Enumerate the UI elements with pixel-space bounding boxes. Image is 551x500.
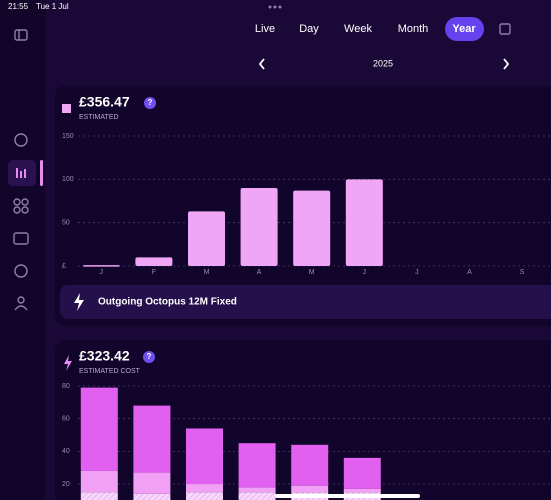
help-button[interactable] (143, 351, 155, 363)
bar-segment (133, 405, 171, 473)
tab[interactable]: Year (452, 23, 476, 35)
bar-segment (80, 387, 118, 471)
bar-segment (80, 492, 118, 500)
bar-segment (343, 488, 381, 493)
y-tick-label: 40 (62, 448, 70, 455)
cost-card (55, 340, 551, 500)
lightning-icon (74, 293, 84, 311)
tariff-row[interactable] (60, 285, 551, 319)
bar-segment (186, 428, 223, 485)
bar (135, 257, 173, 266)
x-tick-label: J (363, 269, 367, 276)
bar-segment (291, 444, 329, 486)
y-tick-label: 60 (62, 416, 70, 423)
status-time: 21:55 (8, 2, 29, 11)
bar-segment (133, 472, 171, 494)
top-dots (268, 5, 282, 9)
bar (82, 265, 120, 267)
bar-segment (133, 493, 171, 500)
tab[interactable]: Day (299, 23, 319, 35)
period: 2025 (373, 58, 393, 68)
x-tick-label: M (204, 269, 210, 276)
y-tick-label: £ (62, 263, 66, 270)
y-tick-label: 150 (62, 133, 74, 140)
bar-segment (238, 487, 276, 493)
export-icon (62, 104, 71, 113)
x-tick-label: A (257, 269, 262, 276)
bar-segment (291, 485, 329, 493)
bar (188, 211, 225, 266)
bar-segment (186, 492, 223, 500)
sidebar (0, 0, 45, 500)
help-icon: ? (148, 98, 153, 107)
y-tick-label: 20 (62, 481, 70, 488)
y-tick-label: 80 (62, 383, 70, 390)
help-icon: ? (147, 352, 152, 361)
bar (345, 179, 383, 266)
selected-tab-pill (445, 17, 484, 41)
bar (293, 190, 331, 266)
x-tick-label: M (309, 269, 315, 276)
bar-segment (186, 484, 223, 493)
prev-period[interactable] (258, 58, 265, 70)
sidebar-icons[interactable] (8, 29, 43, 311)
bar (240, 188, 278, 266)
bar-segment (80, 470, 118, 493)
help-button[interactable] (144, 97, 156, 109)
x-tick-label: A (467, 269, 472, 276)
calendar-button[interactable] (499, 23, 511, 35)
bar-segment (238, 443, 276, 488)
bar-segment (343, 457, 381, 489)
status-date: Tue 1 Jul (36, 2, 69, 11)
y-tick-label: 50 (62, 220, 70, 227)
tab[interactable]: Live (255, 23, 275, 35)
tab[interactable]: Month (398, 23, 429, 35)
bar-segment (238, 492, 276, 500)
x-tick-label: J (415, 269, 419, 276)
x-tick-label: J (100, 269, 104, 276)
cost-icon (64, 355, 72, 371)
tariff-name: Outgoing Octopus 12M Fixed (98, 297, 237, 308)
home-indicator (275, 494, 420, 498)
cost-label: ESTIMATED COST (79, 368, 141, 375)
x-tick-label: S (520, 269, 525, 276)
export-amount: £356.47 (79, 94, 130, 110)
tab[interactable]: Week (344, 23, 372, 35)
export-label: ESTIMATED (79, 114, 119, 121)
next-period[interactable] (503, 58, 510, 70)
y-tick-label: 100 (62, 176, 74, 183)
cost-amount: £323.42 (79, 348, 130, 364)
x-tick-label: F (152, 269, 156, 276)
